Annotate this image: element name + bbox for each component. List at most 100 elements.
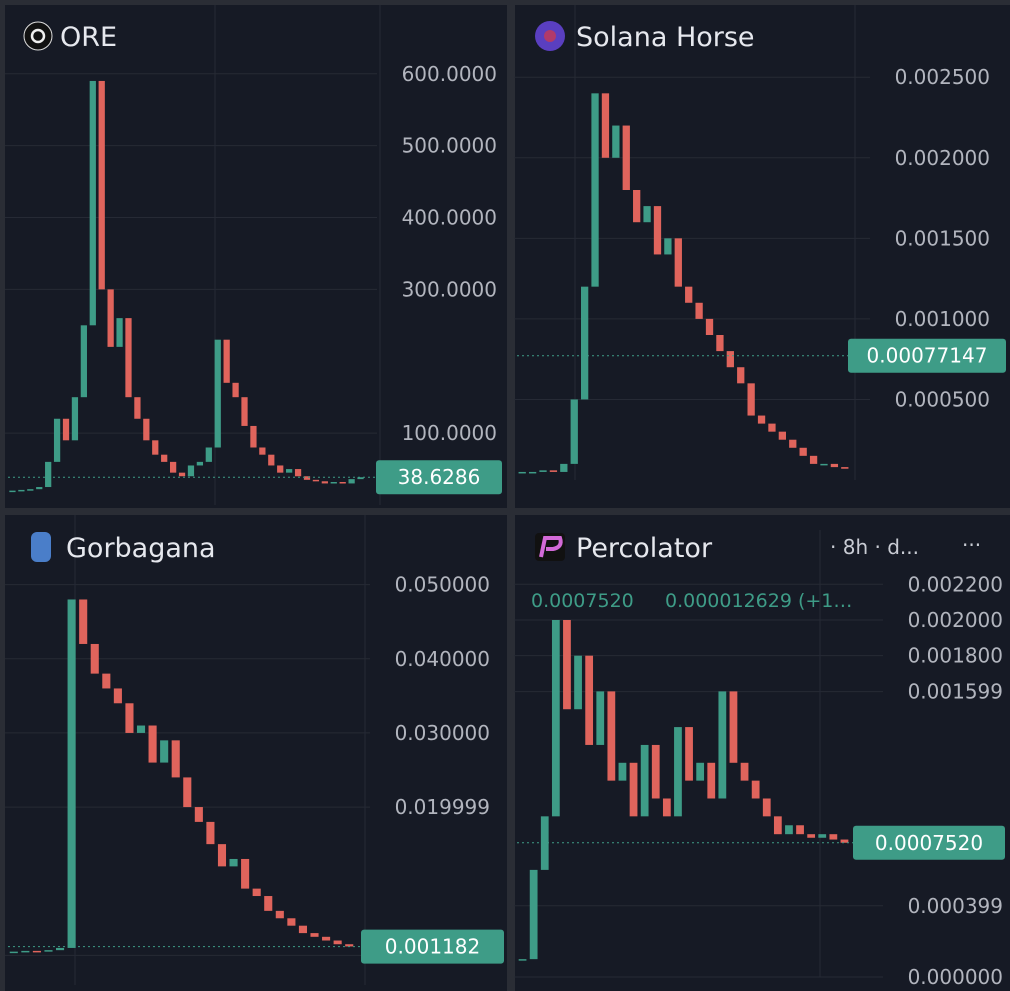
candle [607, 691, 616, 781]
y-tick-label: 0.002500 [895, 65, 990, 89]
candle [768, 423, 776, 432]
icon [31, 532, 51, 562]
candle [333, 940, 342, 945]
y-tick-label: 500.0000 [402, 134, 497, 158]
candle [585, 655, 594, 745]
candle [322, 936, 331, 941]
y-tick-label: 0.002000 [895, 146, 990, 170]
candle [194, 807, 203, 822]
candle [161, 454, 168, 462]
candle [640, 744, 649, 817]
candle [241, 397, 248, 426]
candle [707, 762, 716, 799]
candle [169, 461, 177, 473]
interval: · 8h · d... [830, 535, 919, 559]
candle [818, 834, 827, 838]
candle [53, 418, 61, 462]
candle [44, 950, 53, 952]
icon [30, 28, 46, 44]
candle [651, 744, 660, 799]
candle [196, 461, 204, 466]
y-tick-label: 0.040000 [395, 647, 490, 671]
y-tick-label: 0.001599 [908, 680, 1003, 704]
candle [737, 367, 745, 384]
candle [125, 318, 132, 398]
candle [214, 339, 221, 448]
price-box [848, 338, 1006, 373]
candle [785, 825, 793, 835]
candle [618, 762, 627, 781]
candle [529, 869, 538, 960]
candle [716, 335, 724, 352]
candle [778, 431, 787, 440]
candle [9, 951, 18, 954]
y-tick-label: 0.000000 [908, 965, 1003, 989]
candle [187, 465, 195, 477]
candle [612, 125, 620, 158]
candle [250, 425, 257, 448]
candle [705, 318, 714, 335]
candle [171, 740, 180, 778]
candle [653, 206, 662, 255]
y-tick-label: 0.001000 [895, 307, 990, 331]
candle [662, 798, 671, 817]
candle [549, 470, 558, 472]
chart-title: Solana Horse [576, 22, 755, 53]
y-tick-label: 0.019999 [395, 795, 490, 819]
panel [5, 5, 507, 508]
candle [807, 834, 816, 838]
y-tick-label: 400.0000 [402, 206, 497, 230]
candle [757, 415, 766, 424]
candle [580, 286, 589, 400]
candle [674, 727, 682, 817]
candle [622, 125, 630, 190]
panel [515, 515, 1010, 991]
candle [205, 447, 212, 462]
candle [277, 465, 284, 473]
candle [125, 703, 134, 733]
y-tick-label: 0.001500 [895, 226, 990, 250]
candle [286, 469, 293, 473]
candle [178, 472, 186, 477]
menu[interactable]: ··· [962, 533, 981, 557]
candle [718, 691, 727, 799]
candle [729, 691, 738, 763]
candle [601, 93, 610, 158]
candle [259, 447, 266, 455]
candle [740, 762, 749, 781]
candle [674, 238, 682, 287]
y-tick-label: 0.000399 [908, 894, 1003, 918]
y-tick-label: 100.0000 [402, 421, 497, 445]
candle [841, 467, 849, 469]
candle [751, 780, 760, 799]
price-box [361, 929, 504, 964]
candle [287, 918, 296, 926]
candle [357, 477, 364, 480]
candle [789, 439, 797, 448]
candle [551, 619, 560, 817]
candle [32, 950, 41, 953]
candle [560, 463, 568, 472]
candle [116, 318, 123, 347]
candle [143, 418, 150, 441]
candle [799, 447, 807, 456]
candle [264, 896, 273, 911]
candle [241, 858, 250, 889]
candle [229, 858, 238, 867]
y-tick-label: 0.000500 [895, 387, 990, 411]
candle [62, 418, 70, 441]
candle [90, 643, 99, 674]
candle [71, 397, 79, 441]
candle [339, 482, 346, 484]
candle [829, 834, 838, 840]
y-tick-label: 300.0000 [402, 277, 497, 301]
candle [563, 619, 571, 710]
candle [820, 463, 828, 466]
candle [27, 489, 34, 491]
price-label: 0.0007520 [875, 831, 983, 855]
candle [726, 351, 734, 368]
y-tick-label: 0.001800 [908, 644, 1003, 668]
candle [9, 490, 16, 493]
y-tick-label: 0.050000 [395, 573, 490, 597]
